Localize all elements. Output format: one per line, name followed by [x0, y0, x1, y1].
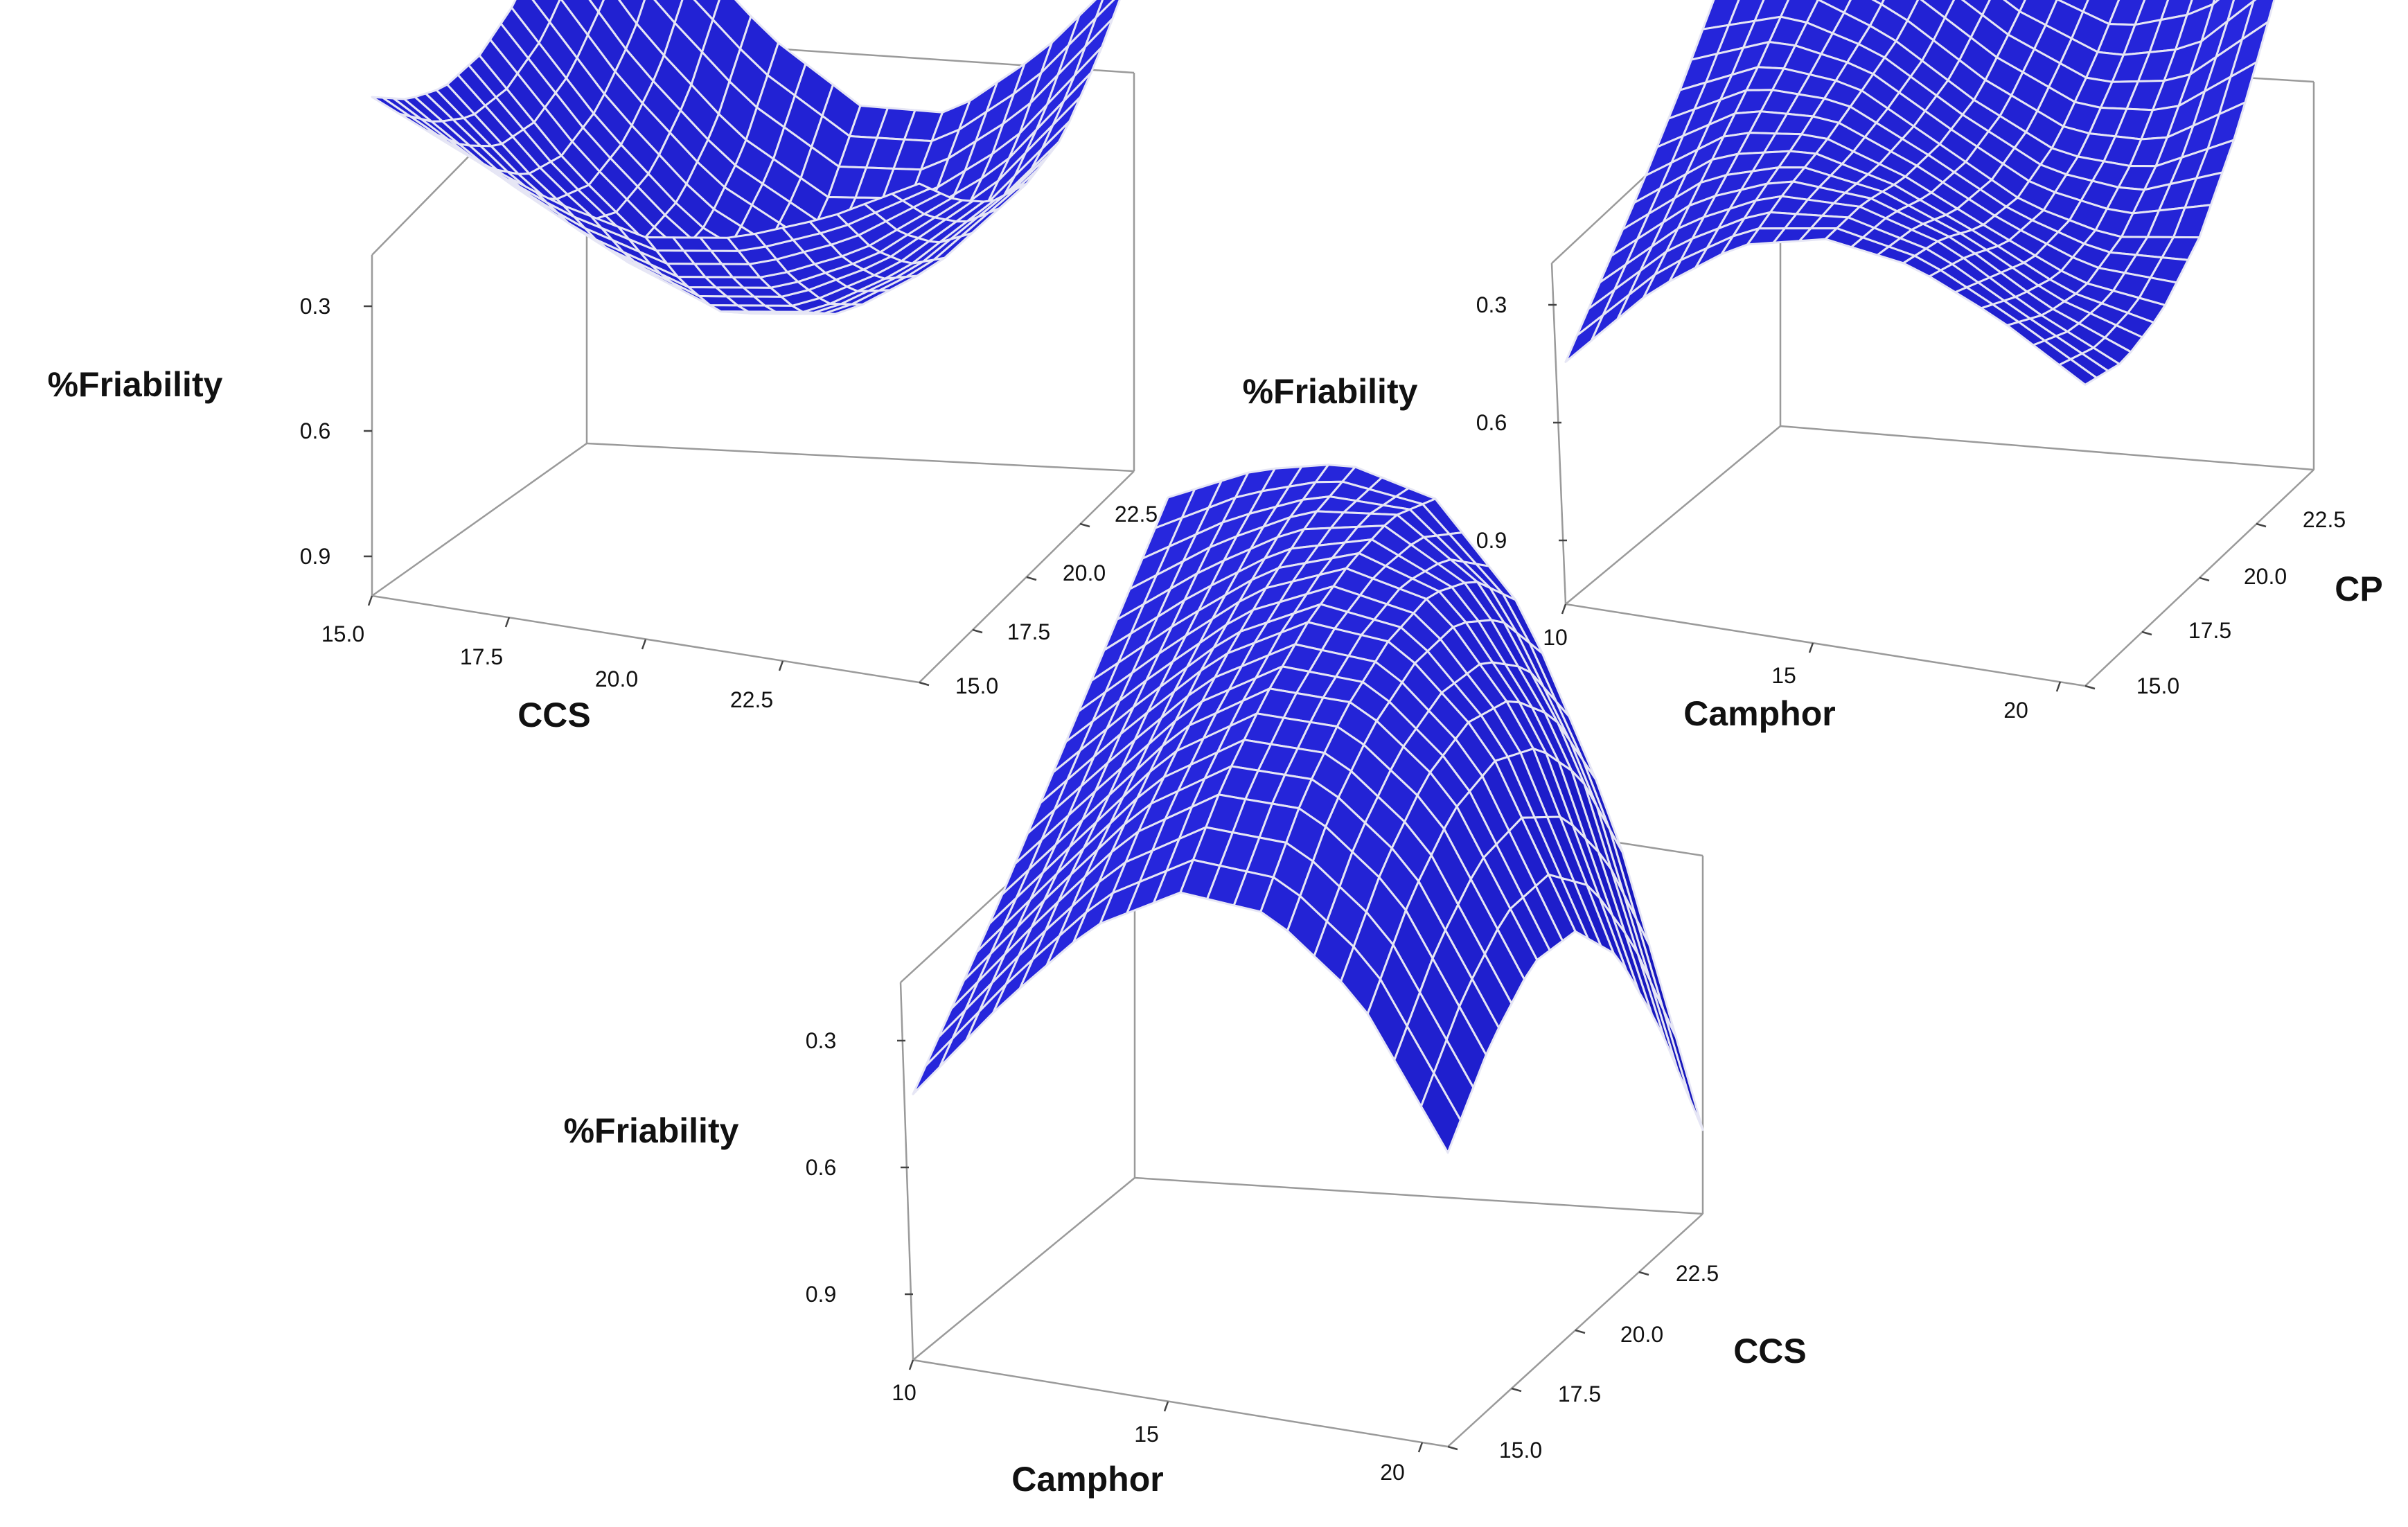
surface-plot-camphor-ccs: 0.3 0.6 0.9 10 15 20 15.0 17.5 20.0 22.5… — [564, 464, 1807, 1499]
z-axis-ticks — [364, 305, 372, 558]
y-tick-label: 20.0 — [1063, 561, 1106, 585]
y-tick-label: 22.5 — [1115, 502, 1158, 527]
y-tick-label: 15.0 — [955, 673, 998, 698]
y-tick-label: 15.0 — [2136, 673, 2179, 698]
surface-cell — [912, 1037, 954, 1095]
x-tick-label: 17.5 — [460, 644, 503, 669]
surface-cell — [891, 182, 931, 202]
y-axis-ticks — [919, 522, 1090, 687]
z-tick-label: 0.3 — [300, 294, 330, 319]
z-tick-label: 0.6 — [1476, 410, 1507, 435]
x-axis-ticks — [908, 1359, 1424, 1453]
z-tick-label: 0.3 — [1476, 292, 1507, 317]
surface-cell — [2058, 358, 2098, 386]
response-surface — [1564, 0, 2276, 386]
surface-cell — [1419, 1072, 1462, 1154]
z-axis-label: %Friability — [48, 365, 223, 404]
x-tick-label: 20 — [2003, 698, 2028, 723]
z-tick-label: 0.3 — [806, 1028, 836, 1053]
x-axis-label: CCS — [517, 696, 591, 734]
y-axis-ticks — [2084, 522, 2267, 690]
x-tick-label: 10 — [892, 1380, 917, 1405]
y-tick-label: 22.5 — [2303, 507, 2346, 532]
z-tick-label: 0.6 — [300, 418, 330, 443]
y-tick-label: 15.0 — [1499, 1438, 1542, 1463]
z-tick-label: 0.9 — [300, 544, 330, 569]
x-tick-label: 15.0 — [321, 621, 364, 646]
y-axis-label: CCS — [1733, 1332, 1807, 1370]
y-tick-label: 17.5 — [2188, 618, 2231, 643]
response-surface — [912, 464, 1704, 1154]
x-tick-label: 20.0 — [595, 667, 638, 691]
z-tick-label: 0.9 — [1476, 528, 1507, 553]
x-axis-label: Camphor — [1011, 1460, 1163, 1499]
y-tick-label: 20.0 — [1620, 1322, 1663, 1347]
y-tick-label: 20.0 — [2244, 564, 2287, 589]
y-axis-ticks — [1447, 1271, 1649, 1451]
x-axis-ticks — [1561, 603, 2062, 692]
y-tick-label: 17.5 — [1558, 1382, 1601, 1406]
x-tick-label: 15 — [1134, 1422, 1159, 1447]
surface-plot-camphor-cp: 0.3 0.6 0.9 10 15 20 15.0 17.5 20.0 22.5… — [1243, 0, 2383, 733]
x-tick-label: 15 — [1771, 663, 1796, 688]
z-axis-ticks — [1548, 303, 1567, 542]
z-axis-ticks — [897, 1039, 913, 1296]
z-axis-label: %Friability — [1243, 372, 1418, 411]
response-surface — [371, 0, 1121, 315]
y-tick-label: 17.5 — [1007, 619, 1050, 644]
z-tick-label: 0.6 — [806, 1155, 836, 1180]
y-axis-label: CP — [2335, 570, 2382, 608]
x-axis-ticks — [367, 595, 784, 671]
x-tick-label: 20 — [1380, 1460, 1405, 1485]
y-tick-label: 22.5 — [1676, 1261, 1719, 1286]
x-tick-label: 10 — [1543, 625, 1568, 650]
z-tick-label: 0.9 — [806, 1282, 836, 1307]
z-axis-label: %Friability — [564, 1111, 739, 1150]
surface-plot-ccs-cp: 0.3 0.6 0.9 15.0 17.5 20.0 22.5 15.0 17.… — [48, 0, 1202, 734]
x-tick-label: 22.5 — [730, 687, 773, 712]
x-axis-label: Camphor — [1683, 694, 1835, 733]
